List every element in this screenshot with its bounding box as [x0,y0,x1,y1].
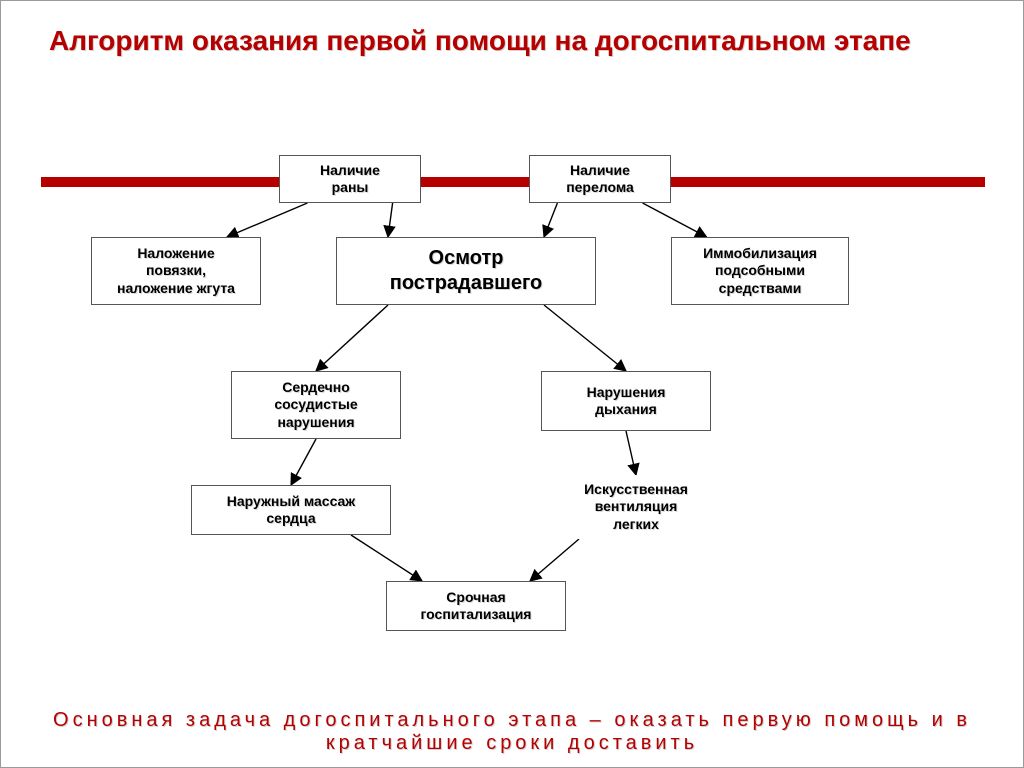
flowchart-diagram: Наличиераны Наличиеперелома Наложениеповяз… [41,131,985,651]
edge [544,305,626,371]
node-immob: Иммобилизацияподсобнымисредствами [671,237,849,305]
edge [643,203,707,237]
node-massage: Наружный массажсердца [191,485,391,535]
edge [291,439,316,485]
node-wound: Наличиераны [279,155,421,203]
red-divider [671,177,985,187]
slide: Алгоритм оказания первой помощи на догос… [1,1,1023,767]
node-bandage: Наложениеповязки,наложение жгута [91,237,261,305]
red-divider [41,177,279,187]
edge [530,539,579,581]
footer-text: Основная задача догоспитального этапа – … [1,709,1023,755]
node-fracture: Наличиеперелома [529,155,671,203]
edges-layer [41,131,985,651]
slide-title: Алгоритм оказания первой помощи на догос… [49,25,975,57]
edge [227,203,307,237]
node-cardio: Сердечнососудистыенарушения [231,371,401,439]
red-divider [421,177,529,187]
edge [351,535,422,581]
edge [316,305,388,371]
edge [544,203,557,237]
node-hosp: Срочнаягоспитализация [386,581,566,631]
edge [388,203,393,237]
node-breath: Нарушениядыхания [541,371,711,431]
node-vent: Искусственнаявентиляциялегких [541,475,731,539]
edge [626,431,636,475]
node-exam: Осмотрпострадавшего [336,237,596,305]
